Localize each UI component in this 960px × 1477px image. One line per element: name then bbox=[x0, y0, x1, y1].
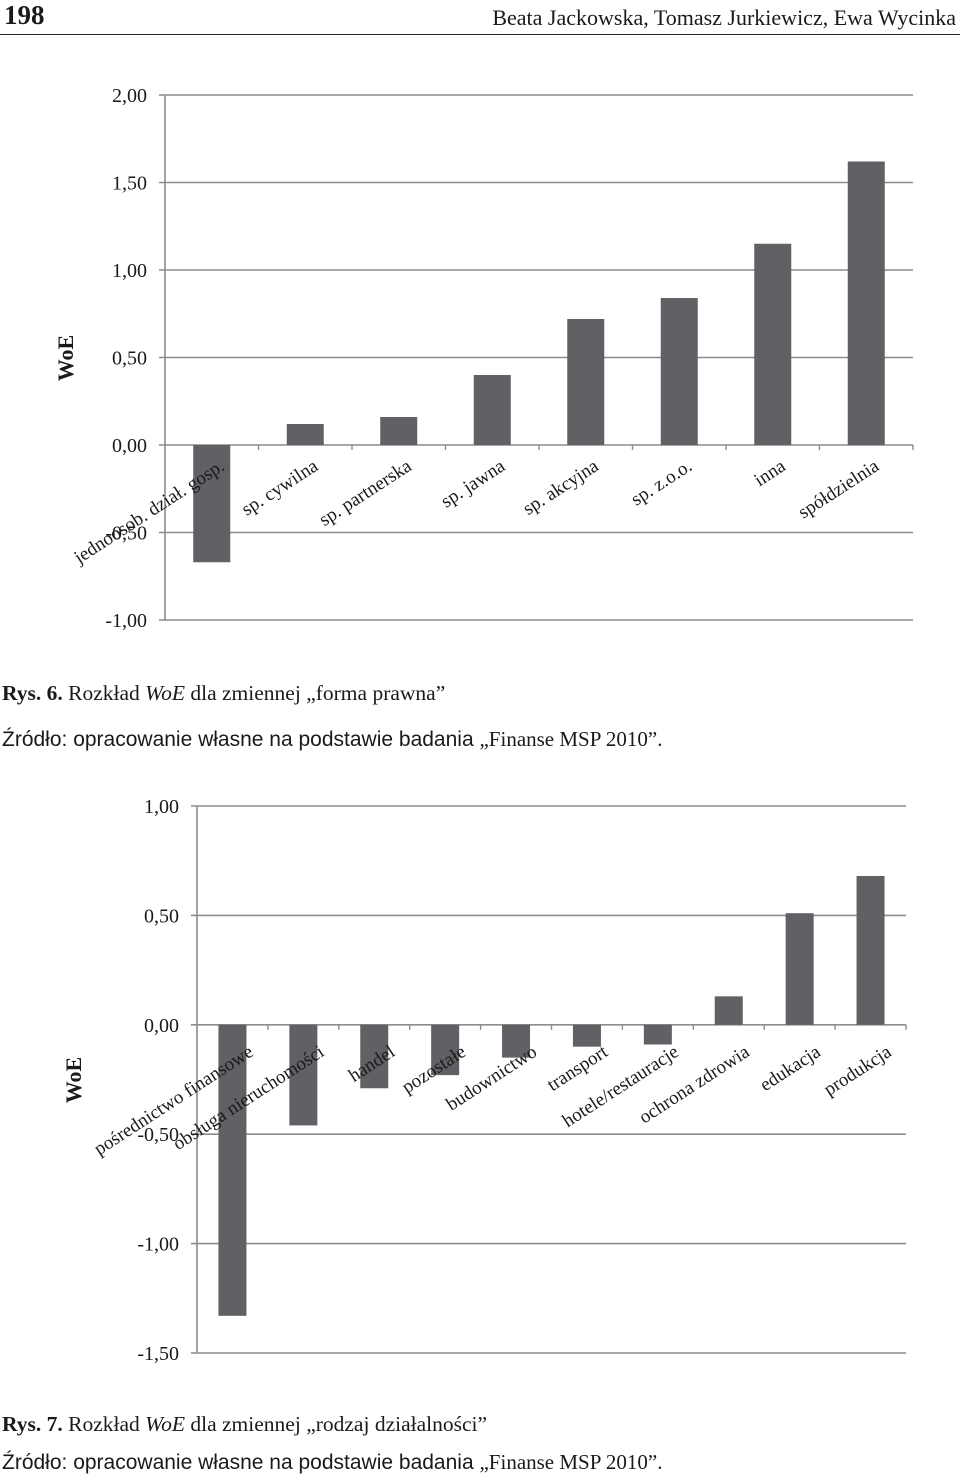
y-tick-label: -1,50 bbox=[137, 1343, 179, 1365]
category-label: sp. partnerska bbox=[316, 455, 416, 530]
category-label: sp. jawna bbox=[437, 455, 509, 512]
y-tick-label: -1,00 bbox=[137, 1234, 179, 1256]
category-label: sp. akcyjna bbox=[519, 455, 603, 519]
category-label: spółdzielnia bbox=[795, 455, 884, 523]
y-tick-label: 2,00 bbox=[112, 85, 147, 107]
y-tick-label: -0,50 bbox=[137, 1124, 179, 1146]
y-tick-label: -0,50 bbox=[105, 523, 147, 545]
source-title: „Finanse MSP 2010”. bbox=[479, 727, 663, 751]
figure-label: Rys. 7. bbox=[2, 1412, 63, 1436]
y-axis-title: WoE bbox=[61, 1057, 86, 1103]
bar-sp-cywilna bbox=[286, 424, 324, 445]
bar-spółdzielnia bbox=[847, 161, 885, 445]
bar-handel bbox=[360, 1024, 389, 1089]
figure-label: Rys. 6. bbox=[2, 681, 63, 705]
caption-text-after: dla zmiennej „rodzaj działalności” bbox=[190, 1412, 488, 1436]
figure-caption: Rys. 7. Rozkład WoE dla zmiennej „rodzaj… bbox=[2, 1412, 487, 1437]
bar-pośrednictwo-finansowe bbox=[218, 1024, 247, 1316]
y-tick-label: 1,00 bbox=[112, 260, 147, 282]
y-tick-label: 0,00 bbox=[144, 1015, 179, 1037]
category-label: sp. z.o.o. bbox=[627, 456, 696, 511]
y-tick-label: 1,00 bbox=[144, 796, 179, 818]
bar-ochrona-zdrowia bbox=[714, 996, 743, 1025]
bar-sp-jawna bbox=[473, 375, 511, 445]
y-tick-label: -1,00 bbox=[105, 610, 147, 632]
bar-inna bbox=[754, 243, 792, 445]
y-tick-label: 0,00 bbox=[112, 435, 147, 457]
bar-transport bbox=[572, 1024, 601, 1047]
caption-text-before: Rozkład bbox=[68, 681, 140, 705]
category-label: sp. cywilna bbox=[238, 455, 322, 520]
category-label: edukacja bbox=[756, 1041, 825, 1096]
running-head-authors: Beata Jackowska, Tomasz Jurkiewicz, Ewa … bbox=[492, 5, 956, 30]
caption-text-before: Rozkład bbox=[68, 1412, 140, 1436]
bar-sp-akcyjna bbox=[567, 319, 605, 445]
bar-sp-partnerska bbox=[380, 417, 418, 445]
caption-term: WoE bbox=[145, 1412, 185, 1436]
woe-chart-legal-form: 2,001,501,000,500,00-0,50-1,00WoEjednoos… bbox=[53, 85, 914, 632]
bar-jednoosob-dział-gosp bbox=[193, 445, 231, 563]
caption-term: WoE bbox=[145, 681, 185, 705]
figure-source: Źródło: opracowanie własne na podstawie … bbox=[2, 1450, 662, 1475]
source-prefix: Źródło: opracowanie własne na podstawie … bbox=[2, 728, 474, 751]
page-header: 198 Beata Jackowska, Tomasz Jurkiewicz, … bbox=[0, 0, 960, 35]
category-label: hotele/restauracje bbox=[559, 1041, 683, 1132]
category-label: inna bbox=[751, 455, 790, 491]
figure-source: Źródło: opracowanie własne na podstawie … bbox=[2, 727, 662, 752]
bar-obsługa-nieruchomości bbox=[289, 1024, 318, 1126]
bar-sp-z-o-o bbox=[660, 298, 698, 445]
bar-hotele-restauracje bbox=[643, 1024, 672, 1045]
figure-caption: Rys. 6. Rozkład WoE dla zmiennej „forma … bbox=[2, 681, 445, 706]
page-number: 198 bbox=[4, 0, 45, 30]
y-tick-label: 0,50 bbox=[144, 905, 179, 927]
y-axis-title: WoE bbox=[53, 335, 78, 381]
y-tick-label: 1,50 bbox=[112, 173, 147, 195]
caption-text-after: dla zmiennej „forma prawna” bbox=[190, 681, 446, 705]
bar-budownictwo bbox=[502, 1024, 531, 1058]
bar-produkcja bbox=[856, 876, 885, 1025]
source-title: „Finanse MSP 2010”. bbox=[479, 1450, 663, 1474]
bar-pozostałe bbox=[431, 1024, 460, 1076]
y-tick-label: 0,50 bbox=[112, 348, 147, 370]
category-label: produkcja bbox=[820, 1041, 896, 1100]
bar-edukacja bbox=[785, 913, 814, 1025]
source-prefix: Źródło: opracowanie własne na podstawie … bbox=[2, 1451, 474, 1474]
